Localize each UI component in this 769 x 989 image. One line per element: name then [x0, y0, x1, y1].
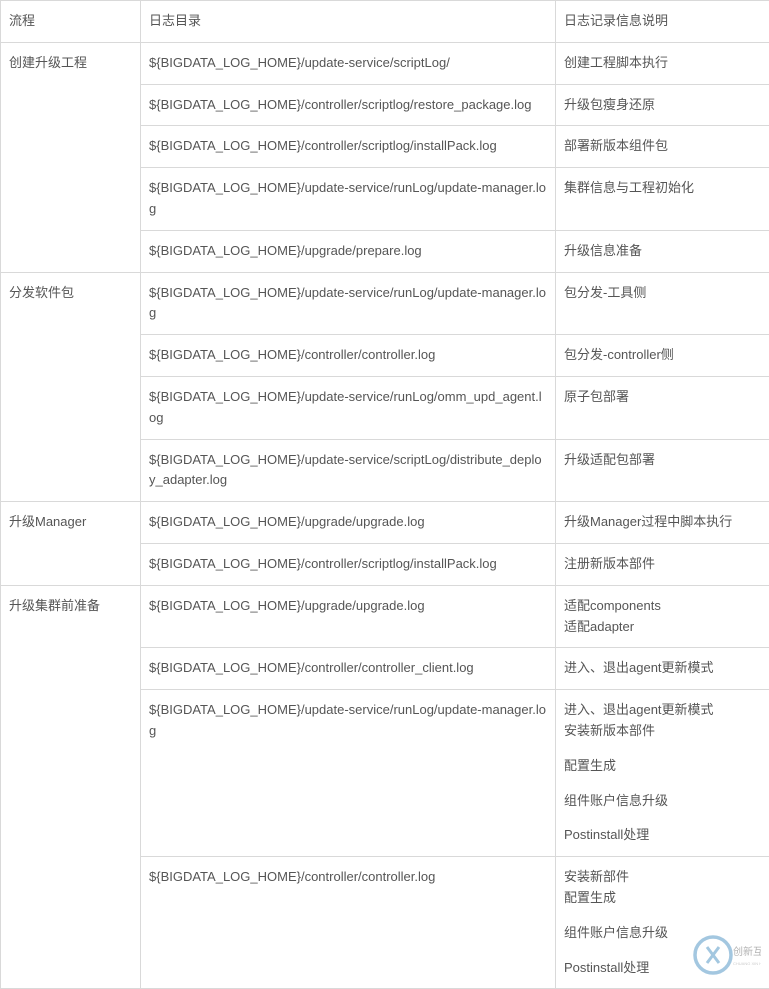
path-cell: ${BIGDATA_LOG_HOME}/controller/controlle… — [141, 857, 556, 989]
desc-line: 升级信息准备 — [564, 241, 761, 262]
desc-line: 原子包部署 — [564, 387, 761, 408]
desc-cell: 升级适配包部署 — [556, 439, 769, 502]
desc-cell: 升级Manager过程中脚本执行 — [556, 502, 769, 544]
table-row: 升级集群前准备${BIGDATA_LOG_HOME}/upgrade/upgra… — [1, 585, 769, 648]
desc-line: 包分发-controller侧 — [564, 345, 761, 366]
process-cell: 升级集群前准备 — [1, 585, 141, 989]
table-row: 创建升级工程${BIGDATA_LOG_HOME}/update-service… — [1, 42, 769, 84]
path-cell: ${BIGDATA_LOG_HOME}/upgrade/prepare.log — [141, 230, 556, 272]
path-cell: ${BIGDATA_LOG_HOME}/update-service/runLo… — [141, 376, 556, 439]
desc-line: Postinstall处理 — [564, 825, 761, 846]
path-cell: ${BIGDATA_LOG_HOME}/update-service/runLo… — [141, 272, 556, 335]
table-header: 流程 日志目录 日志记录信息说明 — [1, 1, 769, 43]
table-body: 创建升级工程${BIGDATA_LOG_HOME}/update-service… — [1, 42, 769, 989]
desc-cell: 部署新版本组件包 — [556, 126, 769, 168]
desc-line: 注册新版本部件 — [564, 554, 761, 575]
table-row: 升级Manager${BIGDATA_LOG_HOME}/upgrade/upg… — [1, 502, 769, 544]
desc-cell: 创建工程脚本执行 — [556, 42, 769, 84]
desc-cell: 升级包瘦身还原 — [556, 84, 769, 126]
desc-cell: 包分发-工具侧 — [556, 272, 769, 335]
path-cell: ${BIGDATA_LOG_HOME}/controller/scriptlog… — [141, 543, 556, 585]
path-cell: ${BIGDATA_LOG_HOME}/controller/scriptlog… — [141, 84, 556, 126]
desc-line: 进入、退出agent更新模式安装新版本部件 — [564, 700, 761, 742]
desc-cell: 适配components适配adapter — [556, 585, 769, 648]
desc-line: 创建工程脚本执行 — [564, 53, 761, 74]
process-cell: 分发软件包 — [1, 272, 141, 502]
path-cell: ${BIGDATA_LOG_HOME}/update-service/runLo… — [141, 168, 556, 231]
desc-line: 安装新部件配置生成 — [564, 867, 761, 909]
desc-line: 适配components适配adapter — [564, 596, 761, 638]
desc-cell: 包分发-controller侧 — [556, 335, 769, 377]
path-cell: ${BIGDATA_LOG_HOME}/update-service/scrip… — [141, 439, 556, 502]
path-cell: ${BIGDATA_LOG_HOME}/update-service/scrip… — [141, 42, 556, 84]
header-path: 日志目录 — [141, 1, 556, 43]
desc-line: 升级包瘦身还原 — [564, 95, 761, 116]
desc-line: 升级适配包部署 — [564, 450, 761, 471]
header-desc: 日志记录信息说明 — [556, 1, 769, 43]
path-cell: ${BIGDATA_LOG_HOME}/upgrade/upgrade.log — [141, 585, 556, 648]
desc-cell: 原子包部署 — [556, 376, 769, 439]
desc-line: Postinstall处理 — [564, 958, 761, 979]
path-cell: ${BIGDATA_LOG_HOME}/update-service/runLo… — [141, 690, 556, 857]
table-row: 分发软件包${BIGDATA_LOG_HOME}/update-service/… — [1, 272, 769, 335]
desc-line: 包分发-工具侧 — [564, 283, 761, 304]
process-cell: 升级Manager — [1, 502, 141, 586]
desc-cell: 进入、退出agent更新模式 — [556, 648, 769, 690]
desc-cell: 升级信息准备 — [556, 230, 769, 272]
desc-line: 进入、退出agent更新模式 — [564, 658, 761, 679]
desc-line: 集群信息与工程初始化 — [564, 178, 761, 199]
desc-line: 升级Manager过程中脚本执行 — [564, 512, 761, 533]
desc-line: 组件账户信息升级 — [564, 791, 761, 812]
path-cell: ${BIGDATA_LOG_HOME}/controller/controlle… — [141, 648, 556, 690]
desc-line: 组件账户信息升级 — [564, 923, 761, 944]
desc-cell: 进入、退出agent更新模式安装新版本部件配置生成组件账户信息升级 Postins… — [556, 690, 769, 857]
path-cell: ${BIGDATA_LOG_HOME}/controller/scriptlog… — [141, 126, 556, 168]
path-cell: ${BIGDATA_LOG_HOME}/upgrade/upgrade.log — [141, 502, 556, 544]
desc-line: 配置生成 — [564, 756, 761, 777]
path-cell: ${BIGDATA_LOG_HOME}/controller/controlle… — [141, 335, 556, 377]
header-process: 流程 — [1, 1, 141, 43]
desc-cell: 注册新版本部件 — [556, 543, 769, 585]
desc-cell: 安装新部件配置生成组件账户信息升级 Postinstall处理 — [556, 857, 769, 989]
process-cell: 创建升级工程 — [1, 42, 141, 272]
log-table: 流程 日志目录 日志记录信息说明 创建升级工程${BIGDATA_LOG_HOM… — [0, 0, 769, 989]
desc-line: 部署新版本组件包 — [564, 136, 761, 157]
desc-cell: 集群信息与工程初始化 — [556, 168, 769, 231]
